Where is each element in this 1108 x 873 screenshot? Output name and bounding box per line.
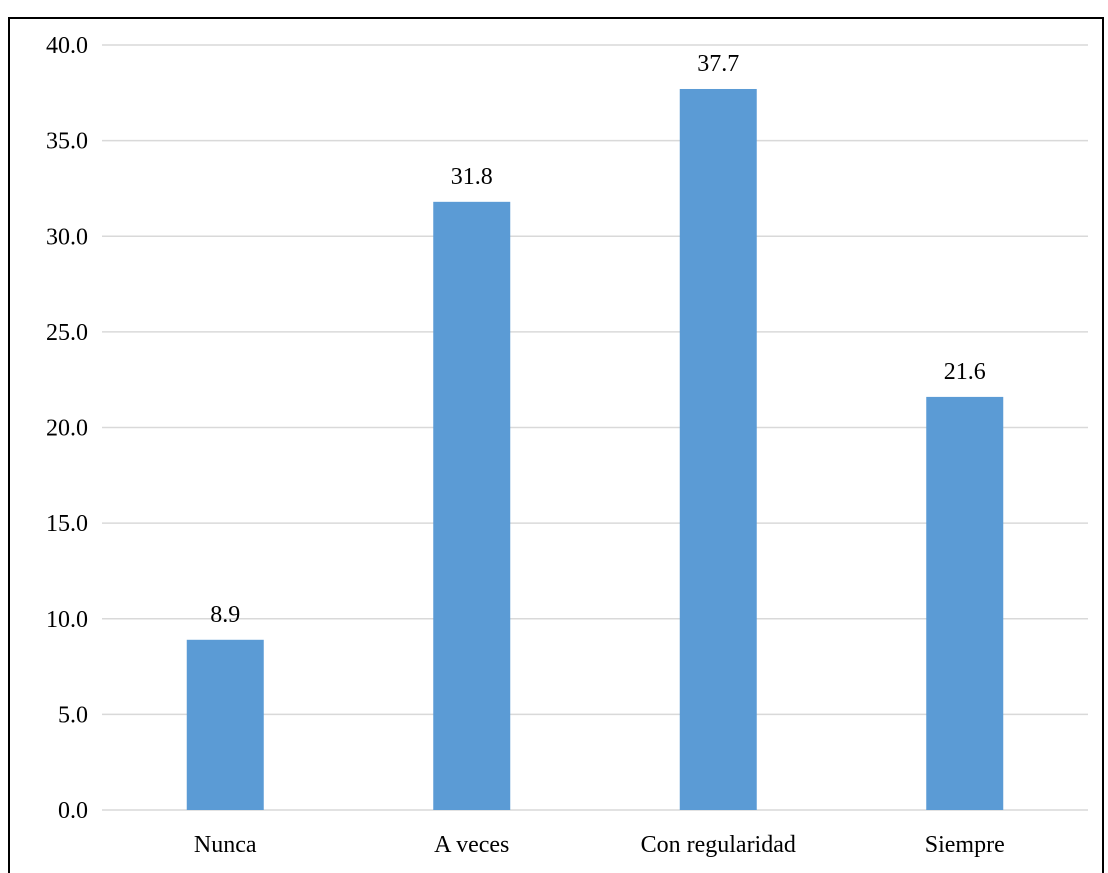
y-tick-label: 40.0 [46,33,88,59]
y-tick-label: 15.0 [46,511,88,537]
y-tick-label: 0.0 [58,798,88,824]
bars [186,88,1004,811]
y-tick-label: 25.0 [46,320,88,346]
x-category-label: Con regularidad [641,832,796,858]
x-category-label: Siempre [925,832,1005,858]
data-label: 8.9 [210,602,240,628]
y-tick-label: 35.0 [46,129,88,155]
bar-con-regularidad [679,88,757,811]
data-label: 37.7 [697,51,739,77]
bar-siempre [926,396,1004,810]
y-tick-label: 10.0 [46,607,88,633]
x-category-label: Nunca [194,832,257,858]
y-axis-tick-labels: 0.0 5.0 10.0 15.0 20.0 25.0 30.0 35.0 40.0 [46,33,88,824]
bar-a-veces [433,201,511,810]
y-tick-label: 5.0 [58,702,88,728]
gridlines [102,44,1088,811]
x-axis-category-labels: Nunca A veces Con regularidad Siempre [194,832,1005,858]
data-label: 31.8 [451,164,493,190]
data-label: 21.6 [944,359,986,385]
data-labels: 8.9 31.8 37.7 21.6 [210,51,986,628]
y-tick-label: 30.0 [46,224,88,250]
y-tick-label: 20.0 [46,416,88,442]
x-category-label: A veces [434,832,509,858]
bar-nunca [186,639,264,810]
